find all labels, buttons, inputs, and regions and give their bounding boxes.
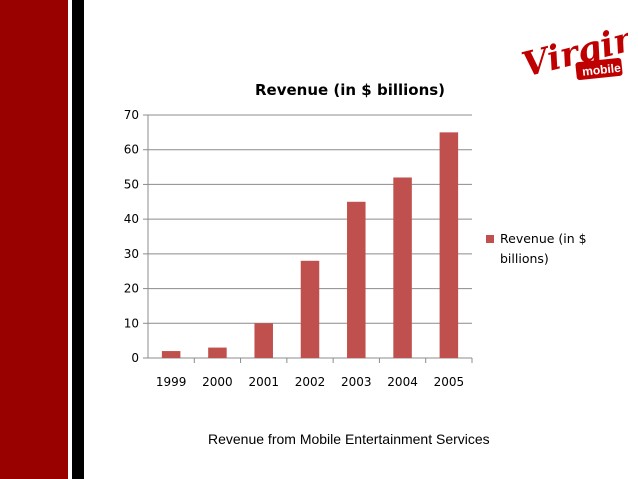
legend-label: Revenue (in $ [500,231,587,246]
y-tick-label: 10 [124,316,139,330]
side-band-black [72,0,84,479]
logo-badge [575,57,623,81]
x-tick-label: 1999 [156,375,187,389]
y-tick-label: 20 [124,282,139,296]
virgin-mobile-logo: Virgin mobile [518,22,628,86]
bar-2002 [300,260,320,358]
x-tick-label: 2000 [202,375,233,389]
x-tick-labels: 1999 2000 2001 2002 2003 2004 2005 [156,375,464,389]
y-tick-label: 30 [124,247,139,261]
y-tick-label: 0 [131,351,139,365]
side-band-gap [68,0,72,479]
y-tick-labels: 0 10 20 30 40 50 60 70 [124,108,139,365]
x-tick-label: 2005 [434,375,465,389]
bar-2003 [347,201,366,358]
slide-caption: Revenue from Mobile Entertainment Servic… [208,431,490,447]
legend: Revenue (in $ billions) [486,231,587,266]
y-tick-label: 40 [124,212,139,226]
legend-swatch [486,235,494,243]
legend-label: billions) [500,251,549,266]
x-tick-label: 2001 [248,375,279,389]
x-tick-label: 2002 [295,375,326,389]
y-tick-label: 70 [124,108,139,122]
revenue-bar-chart: Revenue (in $ billions) 010203040506070 … [124,81,587,389]
bars [161,132,459,358]
y-tick-label: 60 [124,143,139,157]
bar-2005 [439,132,459,358]
y-tick-label: 50 [124,177,139,191]
x-tick-label: 2003 [341,375,372,389]
bar-2001 [254,323,273,358]
logo-badge-text: mobile [581,61,621,79]
bar-2000 [208,347,227,358]
side-band-red [0,0,68,479]
chart-title: Revenue (in $ billions) [255,81,445,99]
bar-1999 [161,351,181,358]
x-tick-label: 2004 [387,375,418,389]
bar-2004 [393,177,412,358]
